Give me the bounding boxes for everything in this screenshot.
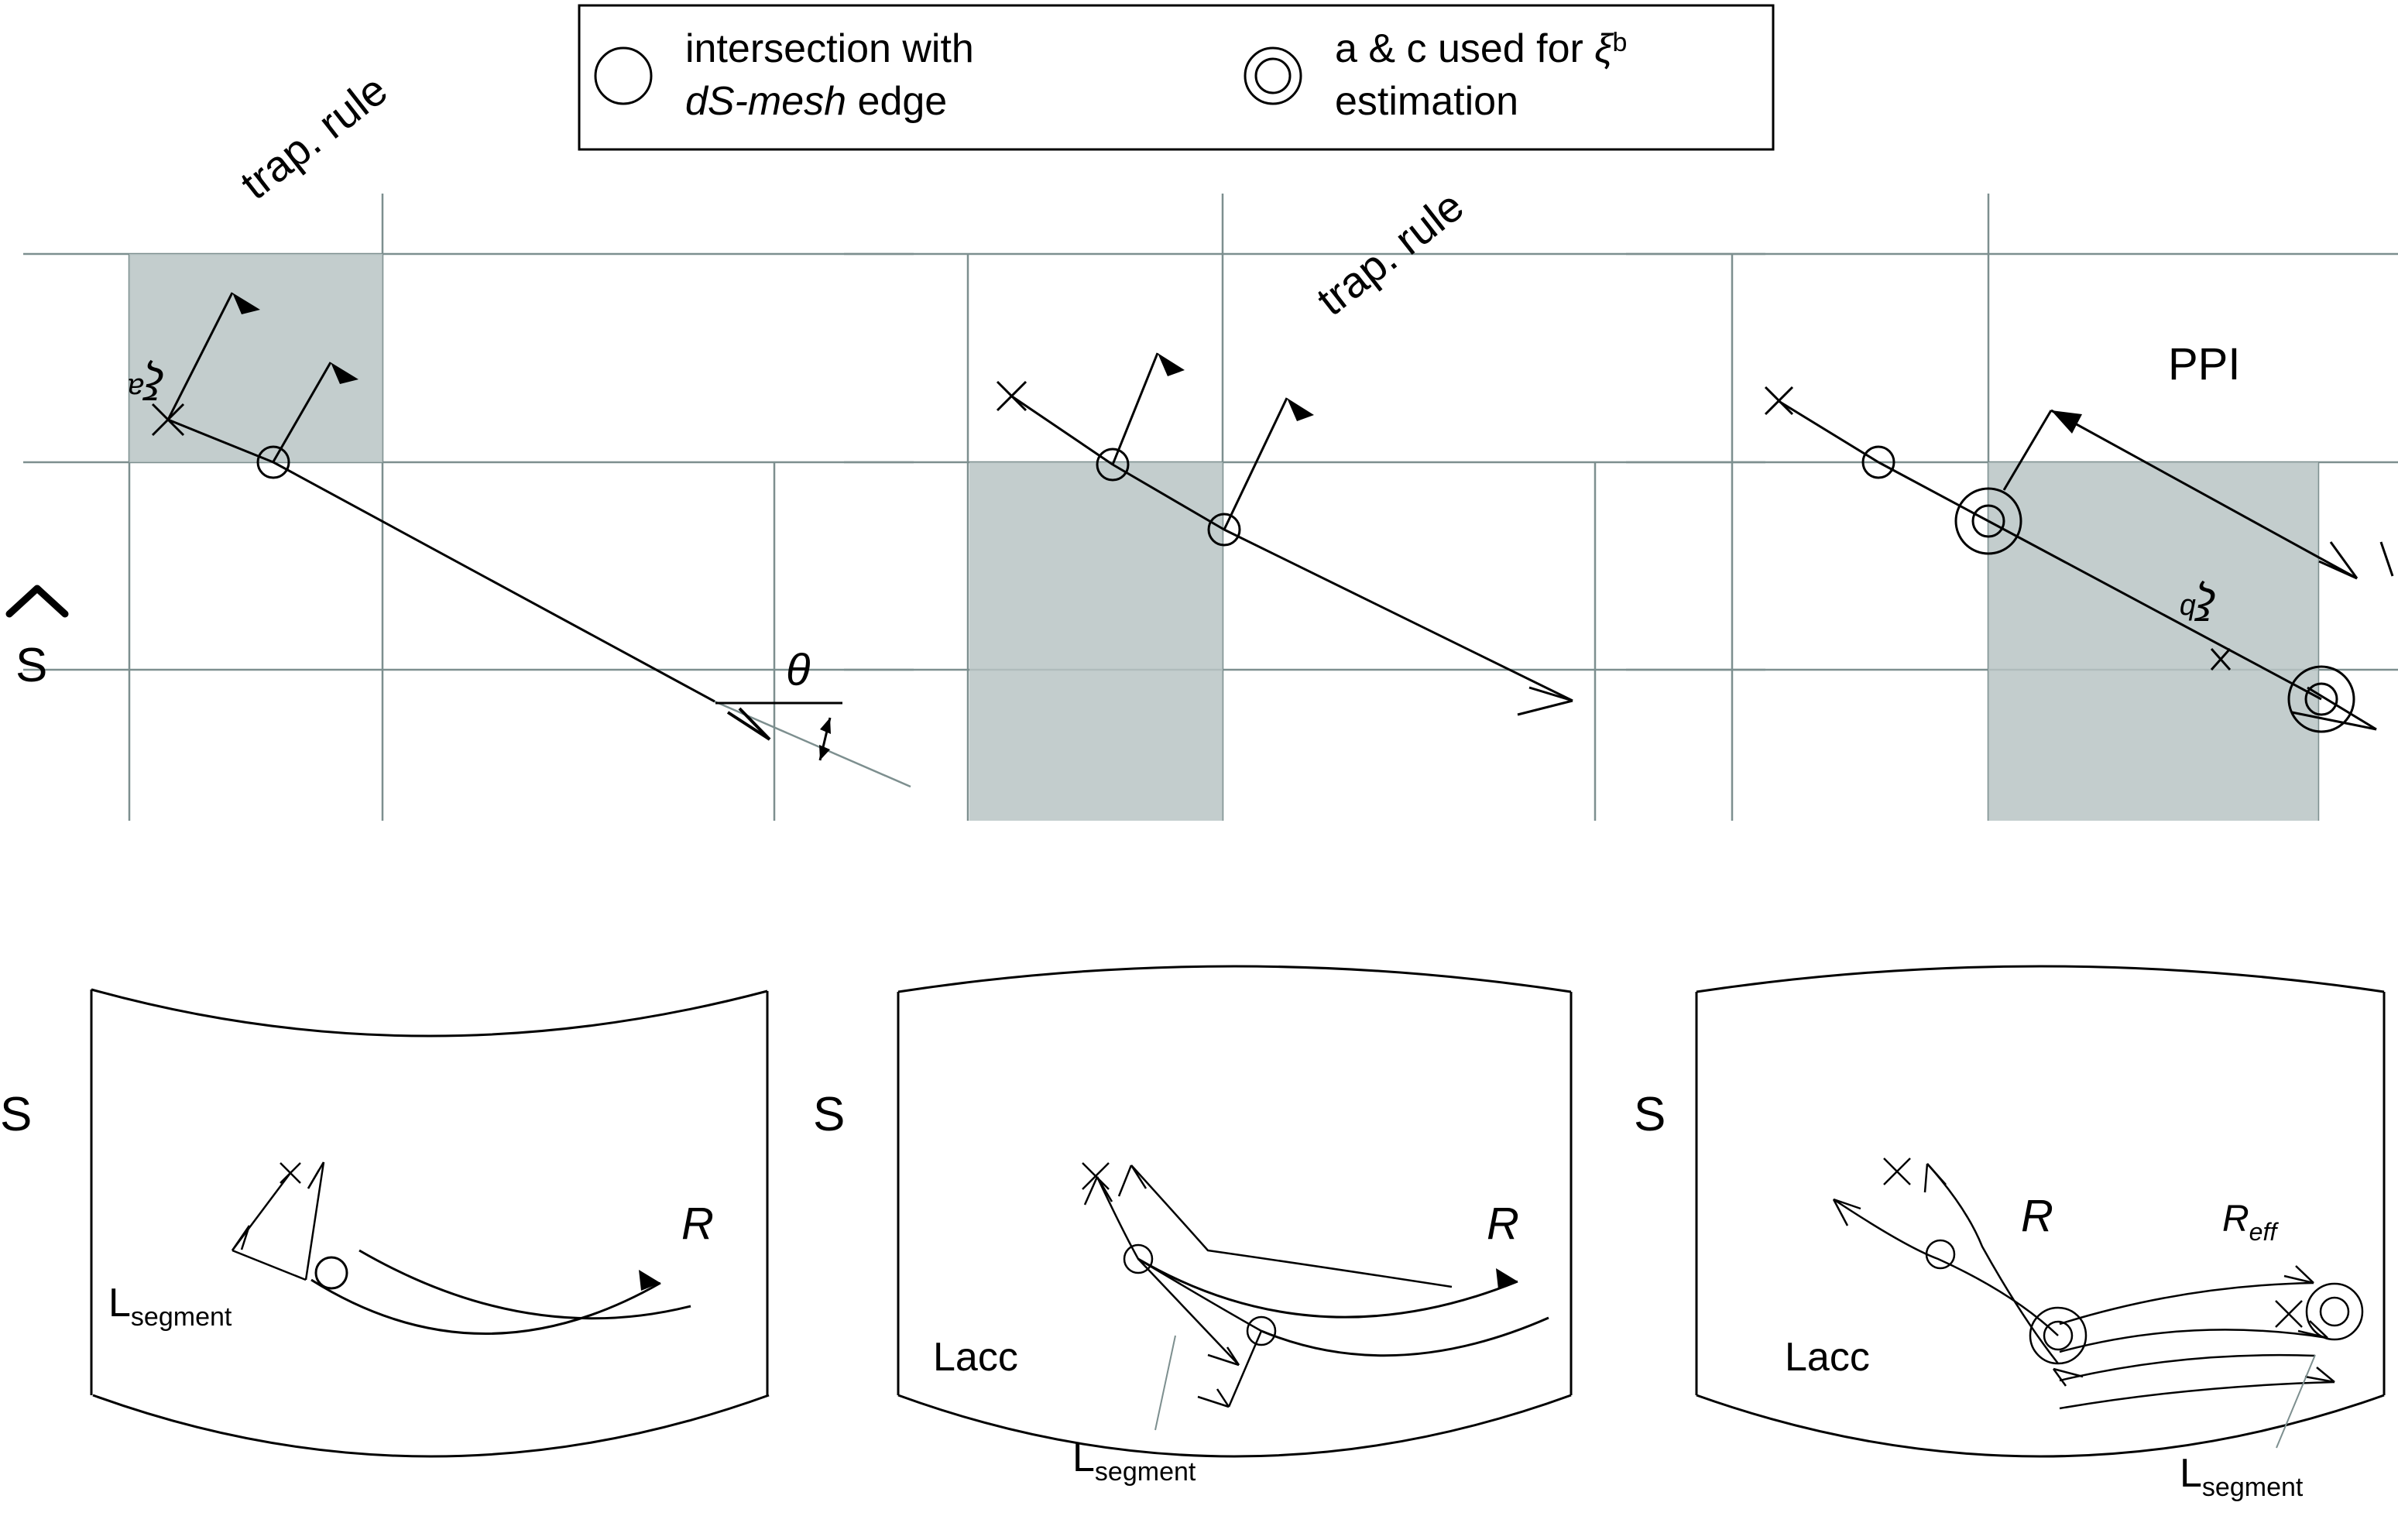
svg-text:estimation: estimation: [1335, 79, 1518, 124]
svg-text:R: R: [681, 1199, 714, 1249]
svg-text:PPI: PPI: [2168, 339, 2241, 389]
svg-text:intersection with: intersection with: [685, 26, 974, 71]
svg-text:θ: θ: [786, 645, 810, 695]
svg-text:R: R: [1487, 1199, 1519, 1249]
svg-text:S: S: [0, 1088, 32, 1141]
svg-text:Lacc: Lacc: [933, 1335, 1018, 1380]
svg-text:Lacc: Lacc: [1785, 1335, 1870, 1380]
svg-text:S: S: [813, 1088, 845, 1141]
svg-text:a & c used for ξb: a & c used for ξb: [1335, 26, 1627, 71]
svg-text:R: R: [2021, 1191, 2053, 1241]
svg-text:S: S: [1634, 1088, 1666, 1141]
svg-text:dS-mesh edge: dS-mesh edge: [685, 79, 947, 124]
svg-text:S: S: [15, 639, 47, 692]
